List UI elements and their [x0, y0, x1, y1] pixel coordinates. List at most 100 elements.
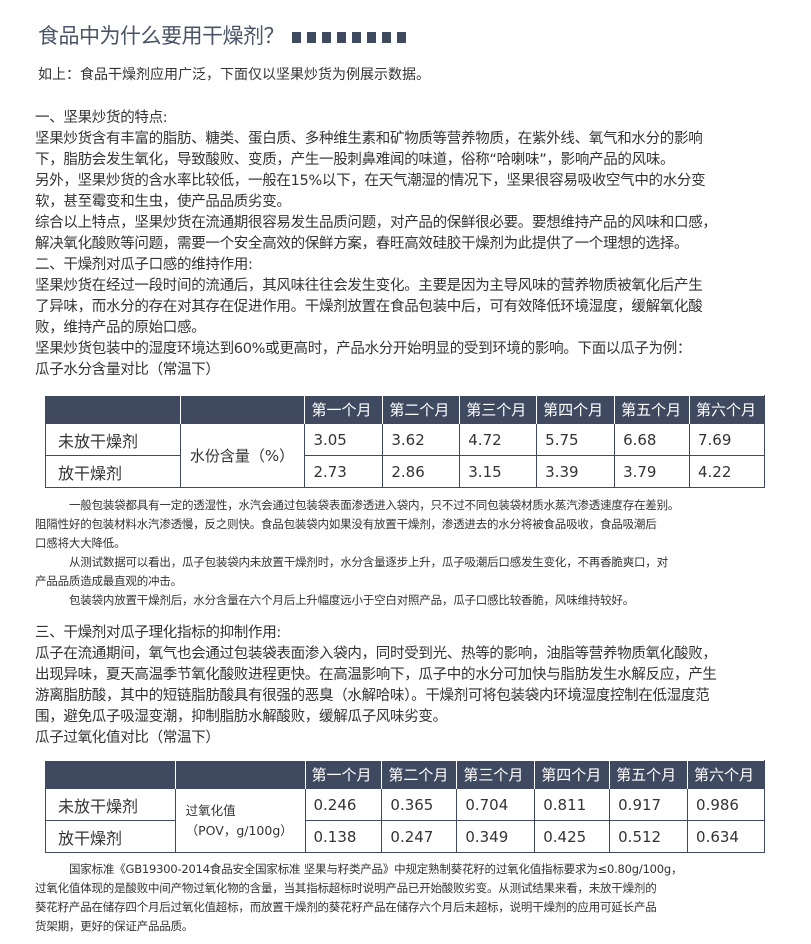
square-icon: [397, 31, 406, 43]
table-cell: 6.68: [614, 423, 690, 456]
peroxide-table: 第一个月 第二个月 第三个月 第四个月 第五个月 第六个月 未放干燥剂 过氧化值 （POV，g/…: [45, 760, 765, 853]
section-3-text: 三、干燥剂对瓜子理化指标的抑制作用: 瓜子在流通期间，氧气也会通过包装袋表面渗入袋…: [35, 623, 717, 749]
text-line: 坚果炒货在经过一段时间的流通后，其风味往往会发生变化。主要是因为主导风味的营养物…: [35, 278, 703, 294]
column-header: 第六个月: [687, 760, 765, 789]
column-header: [45, 760, 176, 789]
table-cell: 0.917: [609, 788, 689, 821]
text-line: 软，甚至霉变和生虫，使产品品质劣变。: [35, 194, 291, 210]
text-line: 坚果炒货包装中的湿度环境达到60%或更高时，产品水分开始明显的受到环境的影响。下…: [35, 341, 692, 357]
section-1-text: 一、坚果炒货的特点: 坚果炒货含有丰富的脂肪、糖类、蛋白质、多种维生素和矿物质等营…: [35, 108, 717, 381]
square-icon: [367, 31, 376, 43]
table-cell: 0.365: [381, 788, 458, 821]
metric-label: 水份含量（%）: [179, 423, 306, 488]
table-cell: 0.349: [456, 820, 536, 853]
text-line: 综合以上特点，坚果炒货在流通期很容易发生品质问题，对产品的保鲜很必要。要想维持产…: [35, 215, 717, 231]
page-title-text: 食品中为什么要用干燥剂？: [38, 24, 285, 48]
table-cell: 0.138: [304, 820, 383, 853]
note-line: 口感将大大降低。: [35, 536, 126, 550]
table-cell: 0.247: [381, 820, 458, 853]
note-line: 一般包装袋都具有一定的透湿性，水汽会通过包装袋表面渗透进入袋内，只不过不同包装袋…: [69, 498, 680, 512]
table-cell: 0.246: [304, 788, 383, 821]
note-line: 产品品质造成最直观的冲击。: [35, 574, 182, 588]
table-cell: 5.75: [536, 423, 616, 456]
metric-unit: （POV，g/100g）: [185, 822, 293, 838]
text-line: 三、干燥剂对瓜子理化指标的抑制作用:: [35, 625, 281, 641]
square-icon: [292, 31, 301, 43]
column-header: 第二个月: [382, 395, 461, 424]
text-line: 下，脂肪会发生氧化，导致酸败、变质，产生一股刺鼻难闻的味道，俗称“哈喇味”，影响…: [35, 152, 675, 168]
metric-label: 过氧化值 （POV，g/100g）: [174, 788, 306, 853]
table-cell: 4.72: [459, 423, 538, 456]
square-icon: [307, 31, 316, 43]
table-cell: 2.73: [304, 455, 384, 488]
table-cell: 0.512: [609, 820, 689, 853]
table-cell: 3.62: [382, 423, 461, 456]
table-cell: 0.811: [534, 788, 611, 821]
table-cell: 3.79: [614, 455, 690, 488]
table-row: 放干燥剂 2.73 2.86 3.15 3.39 3.79 4.22: [45, 455, 765, 488]
table-cell: 0.986: [687, 788, 765, 821]
note-line: 阻隔性好的包装材料水汽渗透慢，反之则快。食品包装袋内如果没有放置干燥剂，渗透进去…: [35, 517, 657, 531]
table-cell: 3.15: [459, 455, 538, 488]
table-cell: 4.22: [689, 455, 765, 488]
table-cell: 3.39: [536, 455, 616, 488]
moisture-table: 第一个月 第二个月 第三个月 第四个月 第五个月 第六个月 未放干燥剂 水份含量（%） 3.05…: [45, 395, 765, 488]
square-icon: [322, 31, 331, 43]
text-line: 瓜子水分含量对比（常温下）: [35, 362, 220, 378]
text-line: 了异味，而水分的存在对其存在促进作用。干燥剂放置在食品包装中后，可有效降低环境湿…: [35, 299, 703, 315]
table-cell: 0.425: [534, 820, 611, 853]
table-cell: 0.704: [456, 788, 536, 821]
row-label: 未放干燥剂: [45, 423, 181, 456]
header-row: 第一个月 第二个月 第三个月 第四个月 第五个月 第六个月: [45, 760, 765, 789]
column-header: [45, 395, 181, 424]
text-line: 瓜子过氧化值对比（常温下）: [35, 730, 220, 746]
table-row: 放干燥剂 0.138 0.247 0.349 0.425 0.512 0.634: [45, 820, 765, 853]
row-label: 放干燥剂: [45, 820, 176, 853]
table-cell: 3.05: [304, 423, 384, 456]
header-row: 第一个月 第二个月 第三个月 第四个月 第五个月 第六个月: [45, 395, 765, 424]
notes-2: 国家标准《GB19300-2014食品安全国家标准 坚果与籽类产品》中规定熟制葵…: [35, 860, 683, 936]
note-line: 葵花籽产品在储存四个月后过氧化值超标，而放置干燥剂的葵花籽产品在储存六个月后未超…: [35, 900, 657, 914]
table-cell: 2.86: [382, 455, 461, 488]
column-header: 第三个月: [459, 395, 538, 424]
note-line: 货架期，更好的保证产品品质。: [35, 919, 194, 933]
column-header: 第四个月: [536, 395, 616, 424]
metric-line: 过氧化值: [185, 802, 236, 818]
text-line: 围，避免瓜子吸湿变潮，抑制脂肪水解酸败，缓解瓜子风味劣变。: [35, 709, 447, 725]
column-header: 第四个月: [534, 760, 611, 789]
square-icon: [337, 31, 346, 43]
text-line: 解决氧化酸败等问题，需要一个安全高效的保鲜方案，春旺高效硅胶干燥剂为此提供了一个…: [35, 236, 689, 252]
title-decoration-squares: [292, 24, 412, 48]
text-line: 出现异味，夏天高温季节氧化酸败进程更快。在高温影响下，瓜子中的水分可加快与脂肪发…: [35, 667, 717, 683]
text-line: 瓜子在流通期间，氧气也会通过包装袋表面渗入袋内，同时受到光、热等的影响，油脂等营…: [35, 646, 717, 662]
page-title: 食品中为什么要用干燥剂？: [38, 20, 412, 50]
column-header: 第三个月: [456, 760, 536, 789]
row-label: 未放干燥剂: [45, 788, 176, 821]
text-line: 坚果炒货含有丰富的脂肪、糖类、蛋白质、多种维生素和矿物质等营养物质，在紫外线、氧…: [35, 131, 703, 147]
table-cell: 0.634: [687, 820, 765, 853]
notes-1: 一般包装袋都具有一定的透湿性，水汽会通过包装袋表面渗透进入袋内，只不过不同包装袋…: [35, 496, 679, 610]
table-row: 未放干燥剂 水份含量（%） 3.05 3.62 4.72 5.75 6.68 7.69: [45, 423, 765, 488]
column-header: 第五个月: [614, 395, 690, 424]
column-header: [174, 760, 306, 789]
column-header: 第一个月: [304, 760, 383, 789]
column-header: [179, 395, 306, 424]
column-header: 第五个月: [609, 760, 689, 789]
note-line: 过氧化值体现的是酸败中间产物过氧化物的含量，当其指标超标时说明产品已开始酸败劣变…: [35, 881, 657, 895]
table-row: 未放干燥剂 过氧化值 （POV，g/100g） 0.246 0.365 0.704 0.81…: [45, 788, 765, 853]
text-line: 败，维持产品的原始口感。: [35, 320, 206, 336]
intro-text: 如上：食品干燥剂应用广泛，下面仅以坚果炒货为例展示数据。: [38, 67, 430, 83]
note-line: 从测试数据可以看出，瓜子包装袋内未放置干燥剂时，水分含量逐步上升，瓜子吸潮后口感…: [69, 555, 668, 569]
column-header: 第二个月: [381, 760, 458, 789]
text-line: 一、坚果炒货的特点:: [35, 110, 168, 126]
text-line: 游离脂肪酸，其中的短链脂肪酸具有很强的恶臭（水解哈味）。干燥剂可将包装袋内环境湿…: [35, 688, 710, 704]
text-line: 另外，坚果炒货的含水率比较低，一般在15%以下，在天气潮湿的情况下，坚果很容易吸…: [35, 173, 706, 189]
row-label: 放干燥剂: [45, 455, 181, 488]
square-icon: [382, 31, 391, 43]
note-line: 包装袋内放置干燥剂后，水分含量在六个月后上升幅度远小于空白对照产品，瓜子口感比较…: [69, 593, 634, 607]
column-header: 第一个月: [304, 395, 384, 424]
note-line: 国家标准《GB19300-2014食品安全国家标准 坚果与籽类产品》中规定熟制葵…: [69, 862, 683, 876]
text-line: 二、干燥剂对瓜子口感的维持作用:: [35, 257, 253, 273]
square-icon: [352, 31, 361, 43]
table-cell: 7.69: [689, 423, 765, 456]
